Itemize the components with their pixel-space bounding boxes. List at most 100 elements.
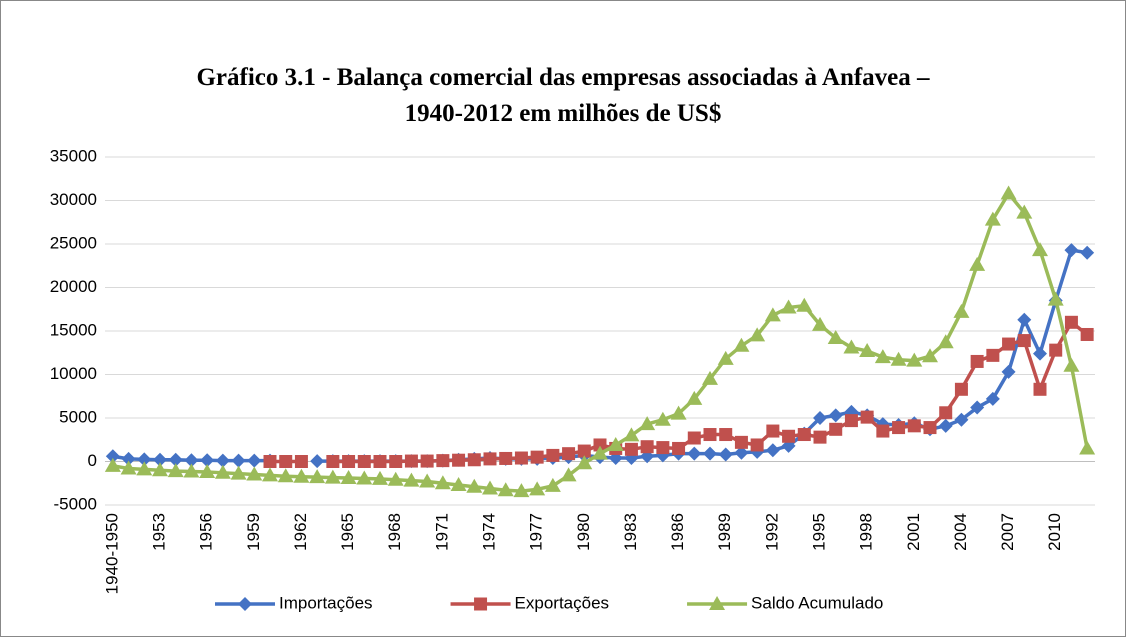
- marker: [1064, 315, 1078, 329]
- x-tick-label: 1974: [479, 513, 498, 551]
- marker: [623, 427, 640, 442]
- marker: [656, 441, 670, 455]
- x-tick-label: 2007: [998, 513, 1017, 551]
- marker: [121, 451, 136, 466]
- marker: [765, 443, 780, 458]
- x-tick-label: 1959: [244, 513, 263, 551]
- marker: [324, 469, 341, 484]
- x-tick-label: 1980: [574, 513, 593, 551]
- marker: [326, 455, 340, 468]
- marker: [215, 453, 230, 468]
- marker: [404, 454, 418, 468]
- marker: [514, 451, 528, 465]
- legend-label: Importações: [279, 593, 373, 612]
- marker: [1080, 245, 1095, 260]
- marker: [718, 447, 733, 462]
- marker: [1002, 337, 1016, 351]
- marker: [766, 424, 780, 438]
- marker: [576, 455, 593, 470]
- marker: [310, 454, 325, 469]
- y-tick-label: 20000: [50, 277, 97, 296]
- marker: [829, 422, 843, 436]
- marker: [294, 455, 308, 468]
- marker: [593, 438, 607, 452]
- marker: [1017, 334, 1031, 348]
- marker: [906, 352, 923, 367]
- marker: [986, 348, 1000, 362]
- marker: [860, 410, 874, 424]
- marker: [954, 412, 969, 427]
- marker: [1063, 357, 1080, 372]
- marker: [452, 453, 466, 467]
- marker: [467, 453, 481, 467]
- marker: [1017, 312, 1032, 327]
- marker: [105, 449, 120, 464]
- x-tick-label: 1953: [149, 513, 168, 551]
- marker: [780, 299, 797, 314]
- marker: [607, 436, 624, 451]
- marker: [546, 448, 560, 462]
- marker: [937, 334, 954, 349]
- marker: [389, 455, 403, 468]
- marker: [734, 445, 749, 460]
- marker: [137, 452, 152, 467]
- marker: [953, 303, 970, 318]
- marker: [167, 463, 184, 478]
- marker: [672, 441, 686, 455]
- marker: [874, 349, 891, 364]
- y-tick-label: 30000: [50, 190, 97, 209]
- marker: [263, 455, 277, 468]
- marker: [703, 446, 717, 461]
- marker: [200, 453, 215, 468]
- marker: [420, 454, 434, 468]
- marker: [709, 596, 726, 610]
- marker: [797, 428, 811, 442]
- marker: [828, 408, 843, 423]
- marker: [654, 411, 671, 426]
- marker: [544, 477, 561, 492]
- marker: [387, 471, 404, 486]
- marker: [357, 455, 371, 468]
- marker: [562, 447, 576, 461]
- y-tick-label: 5000: [59, 407, 97, 426]
- marker: [938, 418, 953, 433]
- marker: [434, 475, 451, 490]
- legend-item: Exportações: [450, 593, 610, 612]
- marker: [246, 466, 263, 481]
- marker: [1049, 343, 1063, 357]
- marker: [262, 467, 278, 482]
- series-line: [112, 248, 1088, 463]
- marker: [1001, 364, 1016, 379]
- marker: [104, 457, 121, 472]
- marker: [230, 465, 247, 480]
- legend-label: Exportações: [515, 593, 610, 612]
- marker: [373, 455, 387, 468]
- chart-title: Gráfico 3.1 - Balança comercial das empr…: [196, 64, 930, 127]
- x-tick-label: 1989: [715, 513, 734, 551]
- marker: [970, 400, 985, 415]
- y-tick-label: 10000: [50, 364, 97, 383]
- marker: [474, 597, 488, 611]
- marker: [717, 350, 734, 365]
- marker: [309, 469, 326, 484]
- marker: [734, 435, 748, 449]
- marker: [970, 354, 984, 368]
- x-tick-label: 1998: [857, 513, 876, 551]
- x-tick-label: 1983: [621, 513, 640, 551]
- x-tick-label: 1962: [291, 513, 310, 551]
- x-tick-label: 2010: [1045, 513, 1064, 551]
- marker: [120, 460, 137, 475]
- marker: [247, 453, 262, 468]
- marker: [670, 405, 687, 420]
- marker: [356, 470, 373, 485]
- marker: [702, 370, 718, 385]
- marker: [293, 468, 310, 483]
- marker: [340, 470, 357, 485]
- marker: [238, 597, 252, 611]
- marker: [1080, 327, 1094, 341]
- marker: [640, 440, 654, 454]
- x-tick-label: 1986: [668, 513, 687, 551]
- marker: [624, 442, 638, 456]
- marker: [687, 446, 702, 461]
